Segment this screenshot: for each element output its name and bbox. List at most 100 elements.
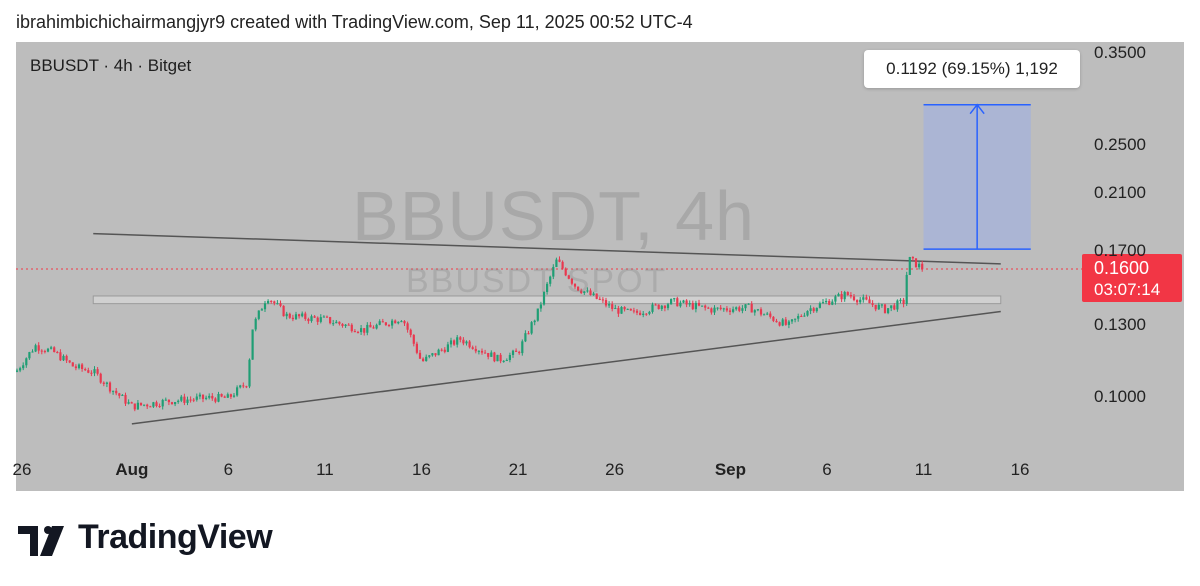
candle-body-64: [214, 398, 217, 402]
candle-body-32: [115, 390, 118, 394]
candle-body-137: [440, 349, 443, 351]
candle-body-195: [620, 307, 623, 314]
candle-body-4: [28, 352, 31, 359]
candle-body-3: [25, 358, 28, 366]
candle-body-229: [725, 308, 728, 311]
candle-body-242: [766, 313, 769, 315]
candle-body-108: [350, 324, 353, 332]
candle-body-40: [139, 402, 143, 406]
candle-body-144: [462, 339, 465, 344]
candle-body-61: [205, 397, 208, 399]
y-tick-label: 0.1700: [1094, 241, 1146, 261]
candle-body-248: [784, 319, 787, 325]
candle-body-128: [412, 334, 415, 344]
candle-body-114: [369, 324, 372, 328]
candle-body-87: [285, 313, 288, 317]
candle-body-184: [586, 290, 589, 292]
candle-body-204: [648, 311, 651, 314]
candle-body-69: [229, 394, 232, 397]
candle-body-292: [921, 263, 924, 270]
y-tick-label: 0.1300: [1094, 314, 1146, 334]
candle-body-274: [865, 297, 868, 300]
candle-body-185: [589, 290, 592, 296]
candle-body-154: [493, 352, 496, 362]
candle-body-115: [372, 327, 375, 329]
candle-body-208: [660, 305, 663, 310]
candle-body-35: [124, 394, 127, 404]
candle-body-160: [511, 350, 515, 355]
candle-body-99: [322, 316, 325, 318]
candle-body-219: [694, 302, 697, 310]
candle-body-20: [77, 364, 81, 369]
candle-body-206: [654, 304, 657, 306]
candle-body-65: [217, 393, 220, 402]
candle-body-110: [356, 331, 360, 333]
candle-body-49: [167, 399, 170, 403]
bar-countdown: 03:07:14: [1094, 280, 1161, 299]
candle-body-159: [508, 354, 511, 361]
candle-body-45: [155, 402, 158, 407]
price-chart[interactable]: [16, 42, 1184, 491]
candle-body-262: [828, 301, 831, 305]
candle-body-215: [682, 300, 685, 303]
candle-body-19: [74, 366, 77, 369]
candle-body-257: [812, 308, 815, 312]
candle-body-26: [96, 369, 99, 374]
candle-body-106: [344, 324, 347, 327]
candle-body-216: [685, 300, 688, 305]
candle-body-33: [118, 393, 121, 396]
candle-body-251: [794, 318, 797, 320]
measure-readout[interactable]: 0.1192 (69.15%) 1,192: [864, 50, 1080, 88]
candle-body-95: [310, 316, 313, 322]
candle-body-97: [316, 317, 319, 322]
current-price: 0.1600: [1094, 258, 1150, 278]
candle-body-22: [84, 368, 87, 371]
candle-body-273: [862, 297, 865, 300]
candle-body-43: [149, 406, 152, 408]
candle-body-280: [883, 304, 887, 314]
candle-body-134: [431, 353, 434, 356]
candle-body-269: [849, 295, 852, 297]
candle-body-253: [800, 316, 803, 318]
candle-body-282: [890, 305, 893, 309]
candle-body-258: [815, 307, 818, 312]
candle-body-48: [164, 399, 167, 401]
candle-body-16: [65, 355, 68, 361]
candle-body-5: [31, 351, 34, 353]
candle-body-190: [604, 300, 608, 306]
candle-body-143: [459, 337, 462, 340]
candle-body-124: [400, 321, 403, 323]
candle-body-145: [465, 341, 468, 344]
candle-body-104: [338, 321, 341, 324]
candle-body-177: [564, 268, 567, 276]
candle-body-193: [614, 308, 617, 310]
x-tick-label: 26: [605, 460, 625, 479]
candle-body-51: [174, 402, 177, 405]
candle-body-291: [918, 263, 921, 268]
candle-body-277: [874, 304, 877, 310]
candle-body-201: [639, 312, 642, 315]
x-tick-label: 6: [223, 460, 234, 479]
candle-body-67: [223, 396, 226, 398]
candle-body-254: [803, 315, 806, 317]
tradingview-logo-icon: [18, 526, 64, 556]
candle-body-73: [242, 385, 245, 387]
y-tick-label: 0.2500: [1094, 135, 1146, 155]
chart-area[interactable]: BBUSDT · 4h · Bitget BBUSDT, 4h BBUSDT S…: [13, 42, 1184, 491]
candle-body-78: [257, 310, 260, 319]
candle-body-166: [530, 322, 533, 334]
candle-body-266: [840, 294, 843, 300]
candle-body-53: [180, 396, 183, 401]
candle-body-142: [456, 337, 459, 345]
candle-body-30: [108, 382, 112, 392]
candle-body-250: [790, 319, 794, 322]
candle-body-2: [22, 365, 25, 369]
candle-body-165: [527, 333, 530, 335]
candle-body-52: [177, 400, 180, 403]
candle-body-276: [871, 303, 874, 305]
candle-body-227: [719, 307, 722, 310]
candle-body-179: [570, 278, 573, 284]
candle-body-63: [211, 395, 214, 399]
candle-body-192: [611, 304, 614, 309]
candle-body-84: [276, 303, 279, 305]
